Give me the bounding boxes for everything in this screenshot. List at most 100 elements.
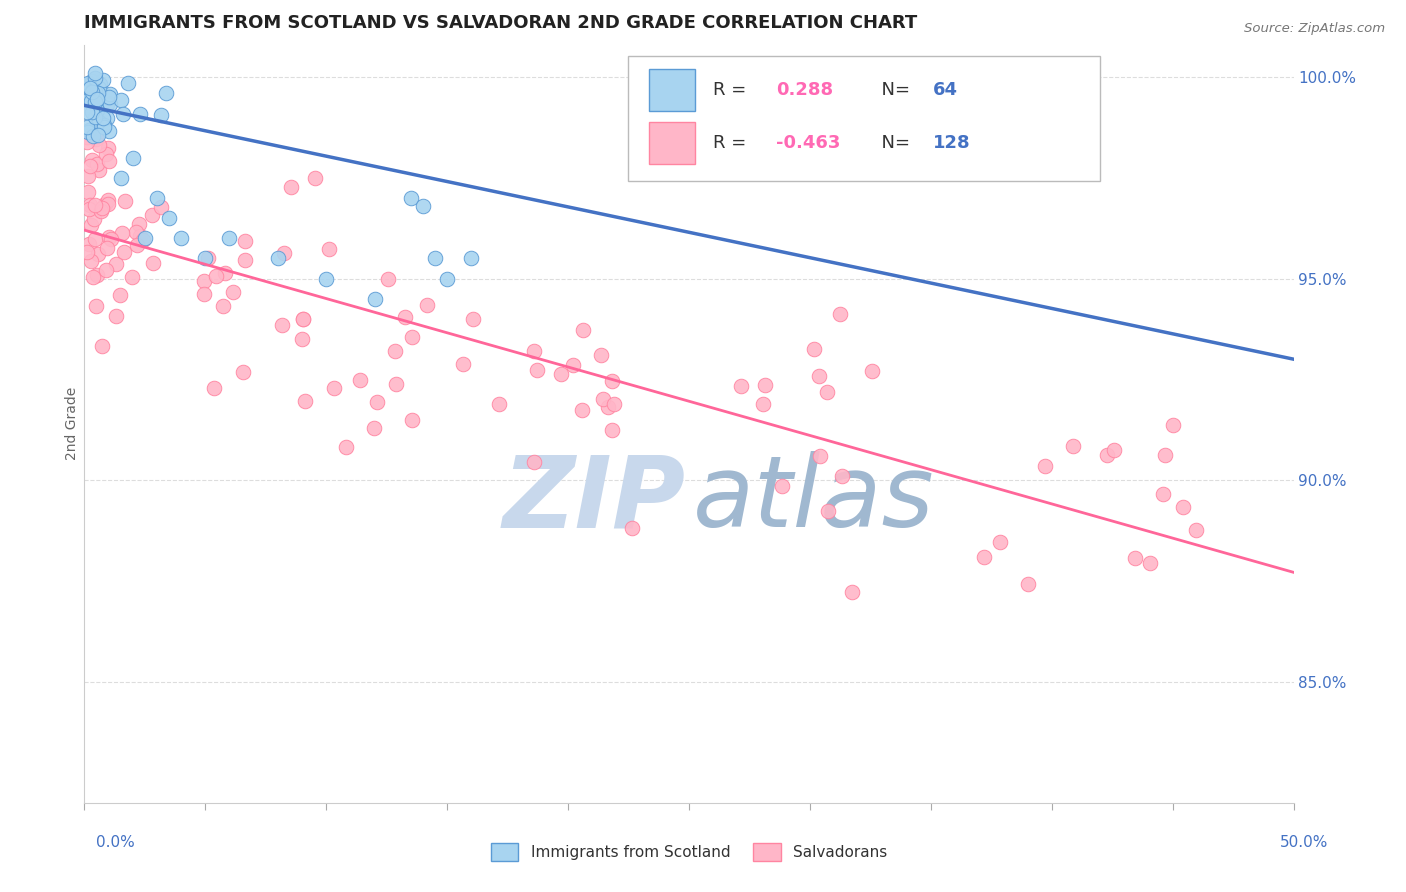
- Point: [112, 107, 135, 121]
- Point: [91, 73, 114, 87]
- Point: [77, 76, 100, 90]
- Point: [828, 307, 851, 321]
- Point: [86, 103, 108, 118]
- Point: [121, 270, 143, 285]
- Point: [84, 299, 107, 313]
- Point: [988, 535, 1011, 549]
- Text: Source: ZipAtlas.com: Source: ZipAtlas.com: [1244, 22, 1385, 36]
- Point: [94, 197, 117, 211]
- Point: [730, 378, 752, 392]
- Point: [84, 86, 107, 100]
- Text: -0.463: -0.463: [776, 134, 841, 153]
- Point: [105, 257, 128, 271]
- Point: [80, 95, 103, 109]
- Point: [89, 163, 111, 178]
- Point: [86, 92, 108, 106]
- Point: [80, 253, 103, 268]
- Point: [600, 374, 623, 388]
- Point: [335, 440, 357, 454]
- Point: [592, 392, 614, 406]
- Point: [84, 95, 107, 110]
- Point: [86, 268, 108, 282]
- Point: [97, 91, 120, 105]
- Point: [86, 132, 108, 146]
- Point: [129, 107, 152, 121]
- Point: [291, 332, 314, 346]
- Point: [366, 395, 388, 409]
- Point: [80, 218, 103, 232]
- Point: [808, 450, 831, 464]
- Point: [79, 81, 101, 95]
- Point: [97, 196, 120, 211]
- FancyBboxPatch shape: [628, 56, 1099, 181]
- Point: [193, 274, 215, 288]
- Point: [204, 268, 226, 283]
- Point: [280, 180, 302, 194]
- Point: [193, 287, 215, 301]
- Point: [84, 232, 107, 246]
- Point: [93, 120, 115, 134]
- Point: [318, 242, 340, 256]
- Point: [94, 147, 117, 161]
- Point: [76, 244, 98, 259]
- Point: [98, 124, 121, 138]
- Point: [110, 94, 132, 108]
- Text: ZIP: ZIP: [502, 451, 685, 548]
- Point: [80, 105, 103, 120]
- Y-axis label: 2nd Grade: 2nd Grade: [65, 387, 79, 460]
- Point: [79, 122, 101, 136]
- Point: [108, 287, 131, 301]
- Point: [127, 238, 149, 252]
- Point: [96, 241, 118, 255]
- Point: [91, 111, 114, 125]
- Point: [80, 84, 103, 98]
- Point: [79, 92, 101, 106]
- Text: IMMIGRANTS FROM SCOTLAND VS SALVADORAN 2ND GRADE CORRELATION CHART: IMMIGRANTS FROM SCOTLAND VS SALVADORAN 2…: [84, 14, 918, 32]
- Point: [591, 348, 613, 362]
- Point: [423, 252, 446, 266]
- Point: [831, 469, 853, 483]
- Text: N=: N=: [870, 134, 917, 153]
- Point: [315, 271, 337, 285]
- Text: R =: R =: [713, 81, 752, 99]
- Point: [294, 394, 316, 409]
- Point: [80, 91, 103, 105]
- Point: [94, 263, 117, 277]
- Point: [488, 397, 510, 411]
- Point: [416, 298, 439, 312]
- Point: [523, 344, 546, 359]
- Point: [131, 234, 153, 248]
- Point: [96, 111, 118, 125]
- Point: [104, 309, 127, 323]
- Point: [114, 194, 136, 208]
- Point: [214, 266, 236, 280]
- Point: [770, 479, 793, 493]
- Point: [141, 208, 163, 222]
- Point: [77, 236, 100, 251]
- Point: [76, 120, 98, 135]
- Point: [170, 231, 193, 245]
- Point: [222, 285, 245, 300]
- Point: [1097, 448, 1119, 462]
- Point: [155, 86, 177, 100]
- Point: [90, 204, 112, 219]
- Point: [1185, 524, 1208, 538]
- Point: [621, 521, 644, 535]
- Point: [523, 455, 546, 469]
- Point: [385, 377, 408, 392]
- Point: [82, 153, 104, 167]
- Point: [87, 114, 110, 128]
- Point: [76, 185, 98, 199]
- Text: R =: R =: [713, 134, 752, 153]
- Point: [550, 368, 572, 382]
- Point: [100, 232, 122, 246]
- Point: [76, 130, 98, 145]
- Text: 64: 64: [934, 81, 959, 99]
- Point: [817, 504, 839, 518]
- Point: [90, 201, 112, 215]
- Point: [233, 234, 256, 248]
- Point: [600, 423, 623, 437]
- Point: [124, 225, 146, 239]
- Point: [598, 401, 620, 415]
- Point: [117, 76, 139, 90]
